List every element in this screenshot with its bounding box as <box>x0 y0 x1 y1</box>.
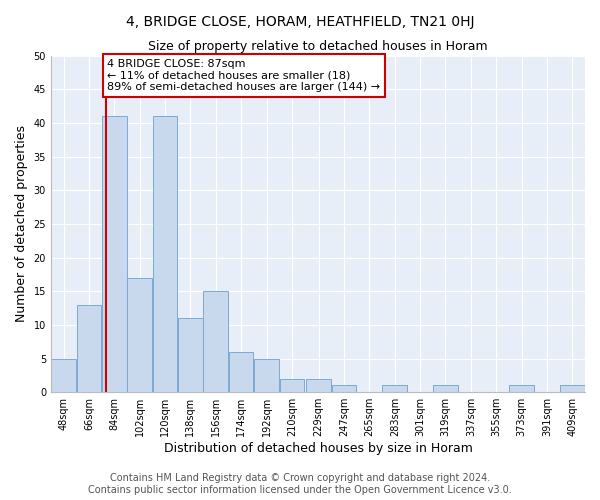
Bar <box>102 116 127 392</box>
Bar <box>509 386 534 392</box>
Bar <box>203 291 228 392</box>
Bar <box>382 386 407 392</box>
Bar <box>127 278 152 392</box>
X-axis label: Distribution of detached houses by size in Horam: Distribution of detached houses by size … <box>164 442 472 455</box>
Bar <box>77 304 101 392</box>
Bar <box>332 386 356 392</box>
Bar <box>254 358 279 392</box>
Bar <box>307 378 331 392</box>
Title: Size of property relative to detached houses in Horam: Size of property relative to detached ho… <box>148 40 488 53</box>
Bar <box>433 386 458 392</box>
Bar <box>153 116 178 392</box>
Bar <box>280 378 304 392</box>
Text: 4 BRIDGE CLOSE: 87sqm
← 11% of detached houses are smaller (18)
89% of semi-deta: 4 BRIDGE CLOSE: 87sqm ← 11% of detached … <box>107 59 380 92</box>
Bar <box>229 352 253 392</box>
Bar <box>178 318 203 392</box>
Bar <box>51 358 76 392</box>
Text: 4, BRIDGE CLOSE, HORAM, HEATHFIELD, TN21 0HJ: 4, BRIDGE CLOSE, HORAM, HEATHFIELD, TN21… <box>126 15 474 29</box>
Y-axis label: Number of detached properties: Number of detached properties <box>15 126 28 322</box>
Text: Contains HM Land Registry data © Crown copyright and database right 2024.
Contai: Contains HM Land Registry data © Crown c… <box>88 474 512 495</box>
Bar <box>560 386 584 392</box>
